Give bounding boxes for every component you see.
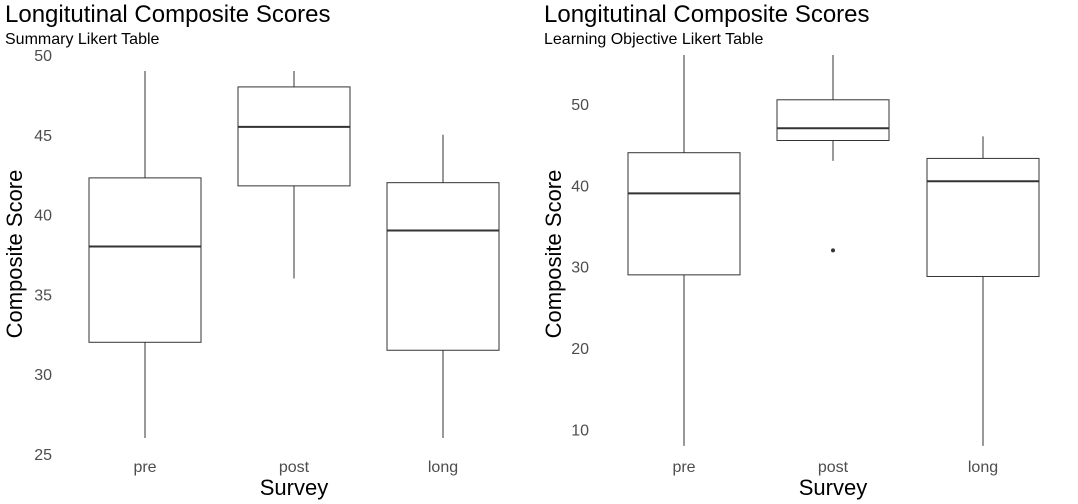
y-axis-title: Composite Score — [541, 170, 566, 339]
y-tick-label: 50 — [571, 97, 589, 114]
y-tick-label: 35 — [34, 287, 52, 304]
y-tick-label: 25 — [34, 447, 52, 464]
chart-title: Longitutinal Composite Scores — [5, 1, 331, 28]
y-tick-label: 45 — [34, 128, 52, 145]
x-tick-label: long — [428, 459, 458, 476]
y-tick-label: 30 — [34, 367, 52, 384]
boxplot-long — [926, 136, 1040, 446]
boxplot-post — [237, 70, 351, 279]
boxplots — [88, 70, 500, 439]
x-tick-label: long — [968, 459, 998, 476]
x-axis-ticks: pre post long — [672, 459, 998, 476]
x-axis-title: Survey — [260, 475, 328, 500]
boxplots — [627, 55, 1040, 446]
outlier-point — [831, 248, 835, 253]
chart-title: Longitutinal Composite Scores — [544, 1, 870, 28]
iqr-box — [386, 182, 500, 351]
y-tick-label: 40 — [571, 178, 589, 195]
y-tick-label: 50 — [34, 48, 52, 65]
y-tick-label: 30 — [571, 260, 589, 277]
y-axis-title: Composite Score — [2, 170, 27, 339]
x-tick-label: post — [279, 459, 310, 476]
y-tick-label: 20 — [571, 341, 589, 358]
x-axis-title: Survey — [799, 475, 867, 500]
chart-learning-objective-likert: Longitutinal Composite Scores Learning O… — [541, 1, 1040, 500]
y-axis-ticks: 25 30 35 40 45 50 — [34, 48, 52, 464]
iqr-box — [627, 152, 741, 276]
boxplot-pre — [88, 70, 202, 439]
chart-subtitle: Learning Objective Likert Table — [544, 31, 763, 48]
y-tick-label: 10 — [571, 423, 589, 440]
chart-summary-likert: Longitutinal Composite Scores Summary Li… — [2, 1, 500, 500]
y-tick-label: 40 — [34, 208, 52, 225]
boxplot-post — [776, 55, 890, 253]
x-axis-ticks: pre post long — [133, 459, 458, 476]
x-tick-label: pre — [672, 459, 695, 476]
x-tick-label: pre — [133, 459, 156, 476]
boxplot-long — [386, 134, 500, 439]
iqr-box — [926, 157, 1040, 277]
y-axis-ticks: 10 20 30 40 50 — [571, 97, 589, 440]
chart-subtitle: Summary Likert Table — [5, 31, 160, 48]
iqr-box — [776, 99, 890, 141]
boxplot-pre — [627, 55, 741, 446]
x-tick-label: post — [818, 459, 849, 476]
iqr-box — [88, 177, 202, 343]
iqr-box — [237, 86, 351, 187]
